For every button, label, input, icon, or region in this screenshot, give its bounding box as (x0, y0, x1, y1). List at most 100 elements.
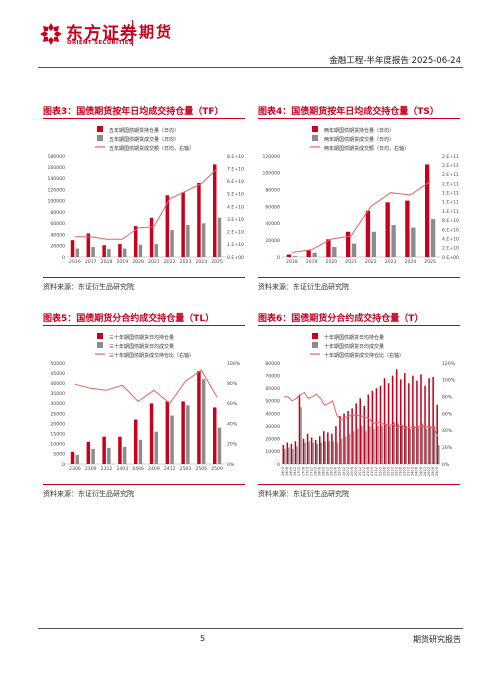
chart-bar (292, 448, 294, 464)
footer-label: 期货研究报告 (413, 635, 461, 644)
x-tick-label: 1703 (297, 467, 301, 476)
chart-bar (107, 249, 111, 257)
chart-bar (335, 426, 337, 464)
y2-tick-label: 1.E+11 (442, 200, 459, 206)
figure-bottom-rule (258, 484, 460, 485)
y-tick-label: 50000 (265, 399, 280, 405)
x-tick-label: 2021 (345, 259, 357, 265)
legend-swatch (312, 342, 318, 348)
chart-bar (336, 442, 339, 464)
chart-bar (411, 227, 416, 257)
chart-bar (408, 383, 410, 464)
x-tick-label: 2406 (132, 466, 144, 472)
y-tick-label: 10000 (265, 449, 280, 455)
legend-label: 十年期国债期货日均成交量 (324, 343, 384, 350)
chart-bar (138, 439, 143, 464)
figure-bottom-rule (43, 277, 245, 278)
x-tick-label: 2309 (85, 466, 97, 472)
chart-bar (181, 401, 185, 464)
x-tick-label: 2306 (399, 466, 403, 476)
y2-tick-label: 120% (442, 361, 456, 367)
x-tick-label: 2018 (286, 259, 298, 265)
legend-swatch (312, 333, 318, 339)
chart-bar (405, 200, 410, 257)
x-tick-label: 2021 (148, 259, 160, 265)
chart-bar (75, 248, 80, 257)
chart-bar (381, 426, 383, 464)
chart-line (284, 391, 439, 438)
chart-bar (304, 442, 306, 464)
legend-label: 两年期国债期货持仓量（日均） (324, 127, 394, 134)
chart-bar (351, 408, 353, 464)
chart-bar (425, 428, 428, 464)
y-tick-label: 60000 (265, 204, 280, 210)
x-tick-label: 2024 (195, 259, 207, 265)
chart-bar (165, 401, 170, 464)
legend-label: 两年期国债期货成交量（日均） (324, 136, 394, 143)
chart-bar (345, 231, 351, 257)
chart-bar (133, 419, 138, 464)
y2-tick-label: 20% (227, 442, 238, 448)
figure-source: 资料来源：东证衍生品研究院 (258, 490, 349, 498)
chart-bar (328, 441, 331, 464)
figure-title: 图表3：国债期货按年日均成交持仓量（TF） (43, 107, 224, 117)
y2-tick-label: 2.E+11 (442, 154, 459, 160)
x-tick-label: 2025 (424, 259, 436, 265)
chart-bar (312, 442, 314, 464)
chart-bar (122, 248, 127, 257)
chart-bar (361, 426, 363, 464)
y-tick-label: 10000 (50, 442, 65, 448)
legend-label: 两年期国债期货成交额（日均，右轴） (324, 145, 409, 152)
y2-tick-label: 0.E+00 (442, 255, 459, 261)
y2-tick-label: 7.E+10 (227, 166, 244, 172)
chart-bar (149, 217, 154, 257)
y-tick-label: 40000 (265, 221, 280, 227)
y-tick-label: 80000 (50, 210, 65, 216)
chart-bar (421, 423, 424, 464)
chart-bar (314, 440, 317, 464)
y2-tick-label: 2.E+11 (442, 163, 459, 169)
y2-tick-label: 6.E+10 (227, 179, 244, 185)
x-tick-label: 2012 (358, 467, 362, 476)
chart-bar (391, 375, 394, 464)
y-tick-label: 40000 (265, 411, 280, 417)
y-tick-label: 80000 (265, 187, 280, 193)
y2-tick-label: 6.E+10 (442, 227, 459, 233)
legend-label: 五年期国债期货持仓量（日均） (109, 127, 179, 134)
y-tick-label: 70000 (265, 373, 280, 379)
y2-tick-label: 1.E+11 (442, 209, 459, 215)
chart-bar (149, 403, 154, 464)
chart-line (74, 369, 218, 405)
legend-label: 十年期国债期货日均持仓量 (324, 334, 384, 341)
chart-bar (300, 407, 302, 464)
chart-bar (339, 416, 341, 464)
y-tick-label: 60000 (265, 386, 280, 392)
chart-bar (212, 164, 217, 257)
chart-bar (327, 432, 329, 464)
x-tick-label: 2016 (69, 259, 81, 265)
chart-bar (371, 231, 377, 257)
y-tick-label: 120000 (262, 154, 280, 160)
x-tick-label: 1806 (317, 466, 321, 476)
y2-tick-label: 60% (227, 401, 238, 407)
chart-bar (312, 252, 317, 257)
chart-bar (428, 378, 430, 464)
chart-bar (154, 431, 159, 464)
chart-tf: 五年期国债期货持仓量（日均） 五年期国债期货成交量（日均） 五年期国债期货成交额（日… (47, 126, 244, 265)
y-tick-label: 100000 (262, 171, 280, 177)
chart-bar (389, 426, 391, 464)
chart-bar (316, 443, 318, 464)
y-tick-label: 30000 (50, 401, 65, 407)
y2-tick-label: 3.E+10 (227, 217, 244, 223)
figure-panel-t: 图表6：国债期货分合约成交持仓量（T） 十年期国债期货日均持仓量 十年期国债期货日… (258, 311, 460, 501)
chart-bar (201, 379, 206, 464)
x-tick-label: 2025 (211, 259, 223, 265)
x-tick-label: 2209 (386, 466, 390, 476)
y-tick-label: 0 (277, 255, 280, 261)
brand-name: 东方证券 (66, 24, 138, 44)
chart-bar (348, 433, 351, 464)
document-title: 金融工程-半年度报告 2025-06-24 (329, 56, 461, 66)
chart-bar (107, 447, 111, 464)
x-tick-label: 2506 (431, 466, 435, 476)
y-tick-label: 50000 (50, 361, 65, 367)
